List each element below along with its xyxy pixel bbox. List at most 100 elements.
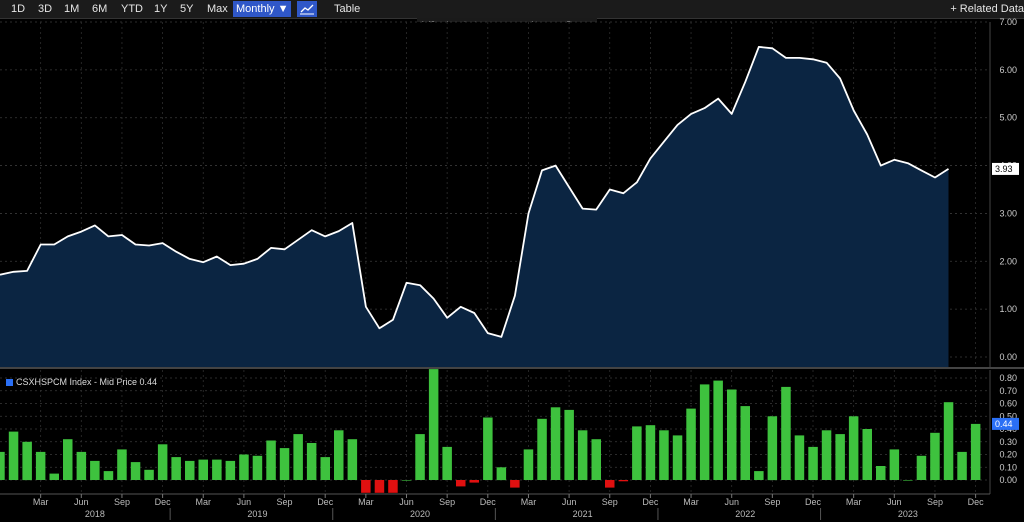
bar [171, 457, 181, 480]
bar [496, 467, 507, 481]
x-month-label: Jun [237, 497, 252, 507]
bar [889, 449, 900, 480]
bar [198, 459, 208, 480]
range-button-3d[interactable]: 3D [38, 3, 53, 15]
lower-y-tick-label: 0.60 [999, 399, 1017, 409]
x-month-label: Dec [968, 497, 985, 507]
bar [835, 434, 845, 480]
bar [130, 462, 141, 480]
x-month-label: Jun [887, 497, 902, 507]
range-button-5y[interactable]: 5Y [180, 3, 194, 15]
upper-panel: 0.001.002.003.004.005.006.007.003.93 [0, 17, 1024, 369]
lower-y-tick-label: 0.30 [999, 437, 1017, 447]
upper-plot-bg [0, 22, 990, 368]
range-button-1d[interactable]: 1D [11, 3, 26, 15]
chart-type-button[interactable] [297, 1, 317, 17]
bar [103, 471, 114, 480]
bar [659, 430, 669, 480]
range-button-1y[interactable]: 1Y [154, 3, 168, 15]
bar [645, 425, 656, 480]
bar [821, 430, 832, 480]
range-button-6m[interactable]: 6M [92, 3, 108, 15]
area-fill [0, 46, 949, 369]
x-month-label: Jun [724, 497, 739, 507]
upper-y-tick-label: 4.00 [999, 161, 1017, 171]
bar [388, 480, 398, 493]
lower-y-tick-label: 0.40 [999, 424, 1017, 434]
related-data-button[interactable]: + Related Data [950, 3, 1024, 15]
last-value-badge [992, 162, 1019, 175]
bar [808, 446, 818, 480]
range-button-max[interactable]: Max [207, 3, 228, 15]
lower-y-tick-label: 0.80 [999, 373, 1017, 383]
x-year-label: 2023 [898, 509, 918, 519]
crosshair-icon: ✛ [419, 20, 429, 30]
annotate-tool[interactable]: ✎ Annotate [463, 20, 509, 30]
bar [49, 473, 59, 480]
bar [916, 455, 927, 480]
legend-top-series: CSXHSPCY Index - Mid Price 3.93 [6, 24, 163, 36]
bar [605, 480, 615, 488]
table-button[interactable]: Table [334, 3, 361, 15]
x-month-label: Dec [155, 497, 172, 507]
bar [591, 439, 601, 480]
legend-swatch-white [8, 25, 17, 34]
bar [63, 439, 73, 480]
reset-button[interactable]: ◉ Reset [555, 33, 595, 45]
bar [347, 439, 358, 480]
bar [686, 408, 696, 480]
bar [848, 416, 859, 481]
x-month-label: Dec [317, 497, 334, 507]
bar [144, 469, 154, 480]
bar [35, 451, 46, 480]
last-value-badge-bottom [992, 417, 1019, 430]
upper-y-tick-label: 1.00 [999, 304, 1017, 314]
bar [564, 409, 574, 480]
track-tool[interactable]: ✛ Track [419, 20, 452, 30]
x-year-label: 2022 [735, 509, 755, 519]
x-axis: Mar Jun Sep Dec Mar Jun Sep Dec Mar Jun Sep Dec Mar J… [0, 493, 1024, 522]
x-year-label: 2021 [573, 509, 593, 519]
x-month-label: Sep [277, 497, 293, 507]
x-month-label: Jun [74, 497, 89, 507]
news-tool[interactable]: ▤ News [520, 20, 554, 30]
bar [483, 417, 493, 480]
x-year-label: 2020 [410, 509, 430, 519]
line-chart-icon [300, 4, 314, 15]
x-month-label: Sep [927, 497, 943, 507]
bar [618, 480, 629, 482]
x-month-label: Mar [846, 497, 862, 507]
bar [727, 389, 737, 480]
last-value-label-bottom: 0.44 [995, 419, 1013, 429]
x-month-label: Dec [642, 497, 659, 507]
x-month-label: Mar [683, 497, 699, 507]
zoom-tool[interactable]: ⌕ Zoom [559, 20, 590, 30]
legend-swatch-blue [6, 379, 13, 386]
x-month-label: Mar [196, 497, 212, 507]
bar [117, 449, 127, 480]
frequency-dropdown[interactable]: Monthly ▼ [233, 1, 292, 17]
lower-y-tick-label: 0.20 [999, 450, 1017, 460]
range-button-1m[interactable]: 1M [64, 3, 80, 15]
bar [334, 430, 344, 480]
reset-icon: ◉ [558, 34, 569, 44]
x-year-label: 2019 [247, 509, 267, 519]
upper-y-tick-label: 5.00 [999, 113, 1017, 123]
legend-bottom-series: CSXHSPCM Index - Mid Price 0.44 [6, 376, 157, 388]
bar [577, 430, 588, 480]
bar [781, 386, 791, 480]
range-button-ytd[interactable]: YTD [121, 3, 143, 15]
bar [456, 480, 466, 487]
bar [550, 407, 561, 480]
bar [632, 426, 642, 480]
bar [0, 451, 5, 480]
bar [957, 451, 967, 480]
x-month-label: Sep [764, 497, 780, 507]
bar [252, 455, 263, 480]
bar [510, 480, 520, 488]
x-month-label: Mar [521, 497, 537, 507]
x-year-label: 2018 [85, 509, 105, 519]
news-icon: ▤ [520, 20, 532, 30]
bar [672, 435, 683, 480]
